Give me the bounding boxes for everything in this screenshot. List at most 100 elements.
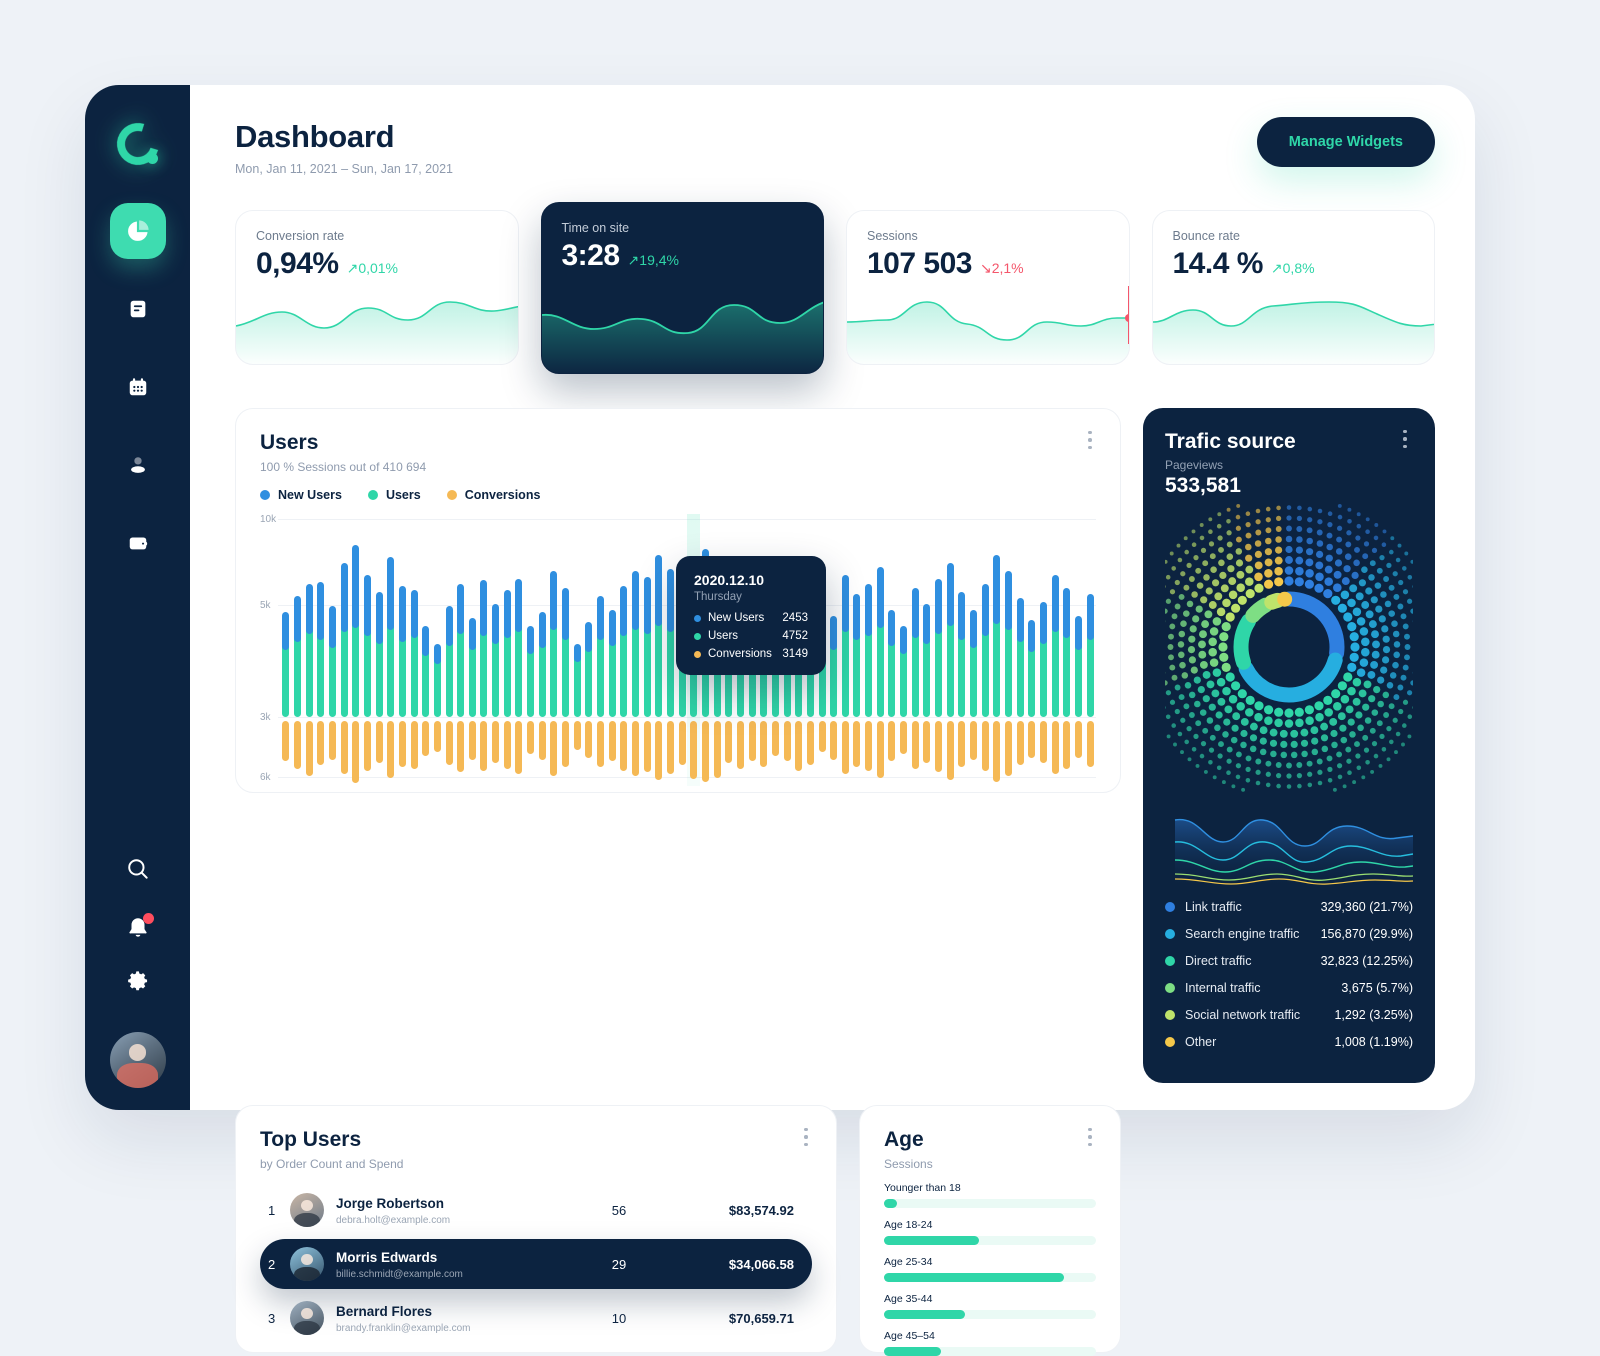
traffic-panel-menu-button[interactable] [1395, 428, 1415, 450]
bar-column[interactable] [886, 514, 898, 786]
bar-column[interactable] [525, 514, 537, 786]
bar-column[interactable] [944, 514, 956, 786]
bar-column[interactable] [327, 514, 339, 786]
bar-column[interactable] [408, 514, 420, 786]
bar-column[interactable] [968, 514, 980, 786]
legend-item[interactable]: Users [368, 488, 421, 502]
stat-card-time-on-site[interactable]: Time on site 3:28 ↗19,4% [541, 202, 825, 374]
bar-column[interactable] [490, 514, 502, 786]
stat-card-sessions[interactable]: Sessions 107 503 ↘2,1% [846, 210, 1130, 365]
bar-column[interactable] [979, 514, 991, 786]
bar-column[interactable] [362, 514, 374, 786]
bar-column[interactable] [513, 514, 525, 786]
bar-column[interactable] [641, 514, 653, 786]
bar-column[interactable] [606, 514, 618, 786]
bar-column[interactable] [397, 514, 409, 786]
bar-users [620, 626, 627, 717]
bar-column[interactable] [1061, 514, 1073, 786]
manage-widgets-button[interactable]: Manage Widgets [1257, 117, 1435, 167]
bar-column[interactable] [840, 514, 852, 786]
bar-column[interactable] [991, 514, 1003, 786]
search-icon[interactable] [125, 856, 151, 887]
bar-column[interactable] [478, 514, 490, 786]
bar-column[interactable] [373, 514, 385, 786]
bar-column[interactable] [898, 514, 910, 786]
legend-item[interactable]: Conversions [447, 488, 541, 502]
stat-card-bounce-rate[interactable]: Bounce rate 14.4 % ↗0,8% [1152, 210, 1436, 365]
bar-column[interactable] [455, 514, 467, 786]
sidebar-item-dashboard[interactable] [110, 203, 166, 259]
donut-halo-dot [1184, 740, 1189, 745]
bar-column[interactable] [315, 514, 327, 786]
bar-users [329, 638, 336, 717]
bar-column[interactable] [560, 514, 572, 786]
bar-column[interactable] [618, 514, 630, 786]
bar-column[interactable] [385, 514, 397, 786]
bar-column[interactable] [933, 514, 945, 786]
bar-column[interactable] [1026, 514, 1038, 786]
donut-halo-dot [1208, 529, 1213, 534]
bar-column[interactable] [280, 514, 292, 786]
bell-icon[interactable] [125, 915, 151, 941]
bar-column[interactable] [595, 514, 607, 786]
top-users-menu-button[interactable] [796, 1126, 816, 1148]
age-bar-row[interactable]: Age 25-34 [884, 1256, 1096, 1282]
bar-column[interactable] [303, 514, 315, 786]
bar-column[interactable] [851, 514, 863, 786]
bar-column[interactable] [909, 514, 921, 786]
bar-column[interactable] [1049, 514, 1061, 786]
bar-column[interactable] [583, 514, 595, 786]
bar-column[interactable] [665, 514, 677, 786]
bar-column[interactable] [630, 514, 642, 786]
bar-column[interactable] [501, 514, 513, 786]
sidebar-item-profile[interactable] [110, 437, 166, 493]
bar-column[interactable] [571, 514, 583, 786]
bar-column[interactable] [1073, 514, 1085, 786]
bar-column[interactable] [536, 514, 548, 786]
sidebar-item-wallet[interactable] [110, 515, 166, 571]
bar-column[interactable] [828, 514, 840, 786]
age-bar-row[interactable]: Age 45–54 [884, 1330, 1096, 1356]
bar-column[interactable] [443, 514, 455, 786]
bar-column[interactable] [1014, 514, 1026, 786]
bar-column[interactable] [921, 514, 933, 786]
donut-halo-dot [1175, 685, 1181, 691]
bar-column[interactable] [863, 514, 875, 786]
bar-column[interactable] [548, 514, 560, 786]
bar-column[interactable] [1084, 514, 1096, 786]
bar-column[interactable] [1038, 514, 1050, 786]
legend-item[interactable]: New Users [260, 488, 342, 502]
bar-column[interactable] [338, 514, 350, 786]
sidebar-item-calendar[interactable] [110, 359, 166, 415]
age-bar-row[interactable]: Younger than 18 [884, 1182, 1096, 1208]
age-panel-menu-button[interactable] [1080, 1126, 1100, 1148]
bar-column[interactable] [653, 514, 665, 786]
gear-icon[interactable] [125, 969, 151, 1000]
age-bar-row[interactable]: Age 18-24 [884, 1219, 1096, 1245]
bar-column[interactable] [1003, 514, 1015, 786]
donut-halo-dot [1246, 755, 1252, 761]
stat-card-conversion-rate[interactable]: Conversion rate 0,94% ↗0,01% [235, 210, 519, 365]
sidebar-item-documents[interactable] [110, 281, 166, 337]
bar-column[interactable] [350, 514, 362, 786]
bar-column[interactable] [292, 514, 304, 786]
bar-column[interactable] [467, 514, 479, 786]
bar-column[interactable] [420, 514, 432, 786]
users-panel-menu-button[interactable] [1080, 429, 1100, 451]
avatar[interactable] [110, 1032, 166, 1088]
app-logo-icon[interactable] [117, 123, 159, 165]
bar-column[interactable] [432, 514, 444, 786]
bar-column[interactable] [874, 514, 886, 786]
age-bar-row[interactable]: Age 35-44 [884, 1293, 1096, 1319]
donut-halo-dot [1254, 713, 1263, 722]
bar-column[interactable] [956, 514, 968, 786]
